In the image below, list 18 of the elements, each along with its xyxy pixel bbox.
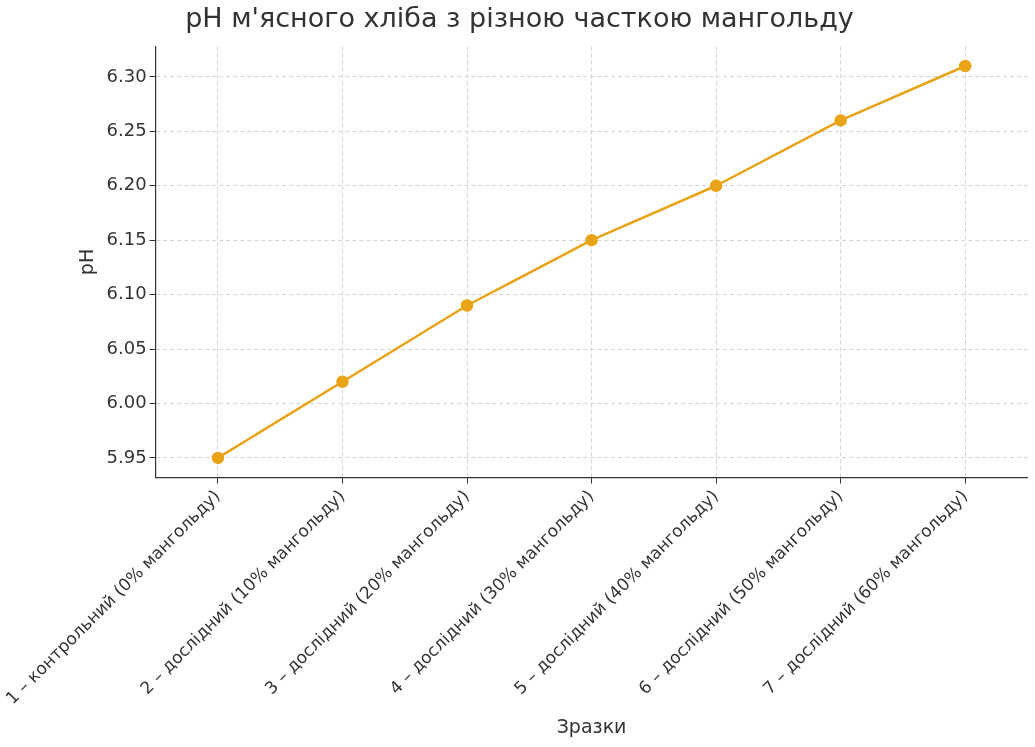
point — [585, 233, 598, 247]
y-tick-label: 6.30 — [106, 64, 147, 86]
point — [336, 375, 349, 388]
point — [460, 299, 474, 312]
x-axis-title: Зразки — [556, 714, 627, 737]
chart-title: pH м'ясного хліба з різною часткою мангольду — [185, 2, 854, 34]
y-tick-label: 5.95 — [106, 445, 147, 467]
y-tick-label: 6.00 — [106, 391, 147, 413]
y-tick-label: 6.10 — [106, 282, 147, 304]
point — [834, 114, 847, 127]
y-tick-label: 6.20 — [106, 173, 147, 195]
y-axis-title: pH — [75, 248, 98, 276]
point — [709, 179, 723, 192]
point — [211, 451, 225, 465]
point — [958, 59, 972, 73]
y-tick-label: 6.05 — [106, 336, 147, 358]
y-tick-label: 6.15 — [106, 227, 147, 249]
y-tick-label: 6.25 — [106, 118, 147, 140]
